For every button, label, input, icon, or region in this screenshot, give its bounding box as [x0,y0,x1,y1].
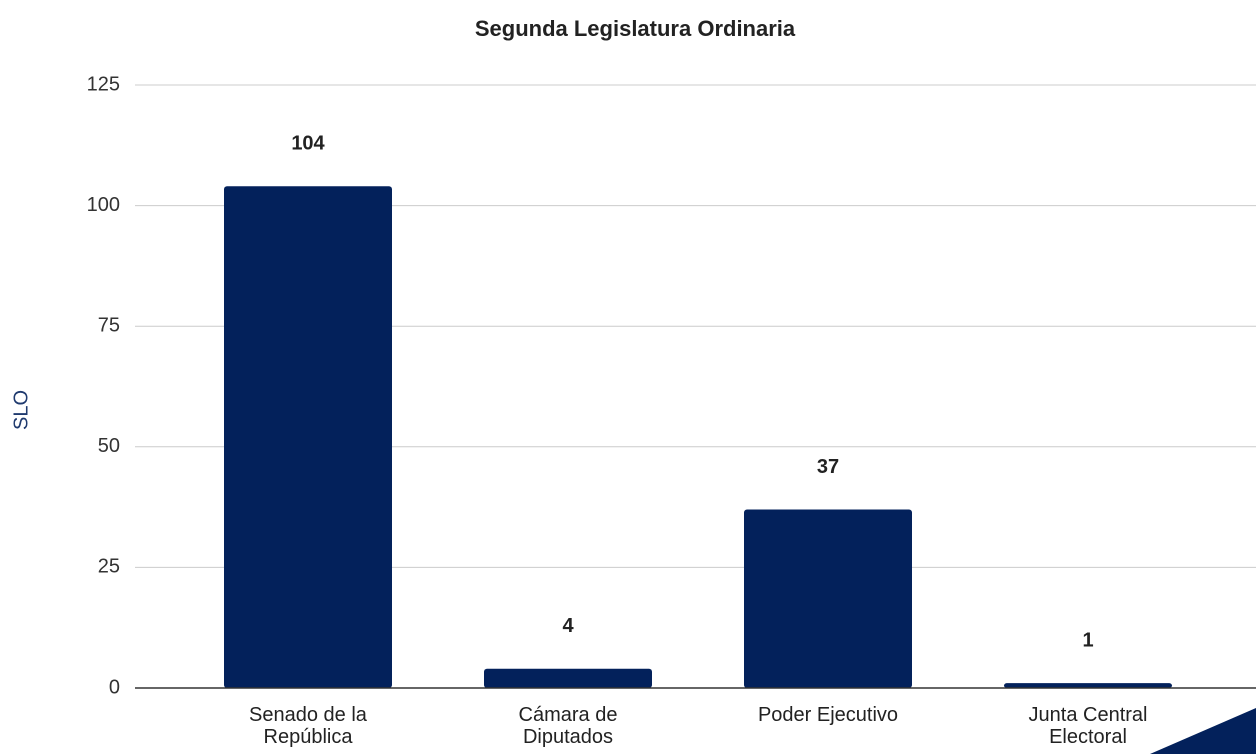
bar [484,668,652,688]
bar [1004,683,1172,688]
data-label: 37 [817,456,839,478]
x-tick-label: Cámara de Diputados [518,704,618,748]
y-axis-label: SLO [10,390,32,430]
y-tick-label: 75 [98,314,120,336]
chart-title: Segunda Legislatura Ordinaria [475,16,796,41]
y-tick-label: 100 [87,194,120,216]
data-label: 4 [562,615,574,637]
data-label: 1 [1082,629,1093,651]
bar [224,186,392,688]
y-tick-label: 0 [109,676,120,698]
x-tick-label: Junta Central Electoral [1028,704,1148,748]
y-tick-label: 125 [87,73,120,95]
decoration [1150,708,1256,754]
y-tick-label: 25 [98,556,120,578]
x-tick-label: Senado de la República [249,704,367,748]
x-tick-label: Poder Ejecutivo [757,704,899,726]
y-tick-label: 50 [98,435,120,457]
bar [744,509,912,688]
data-label: 104 [291,133,325,155]
